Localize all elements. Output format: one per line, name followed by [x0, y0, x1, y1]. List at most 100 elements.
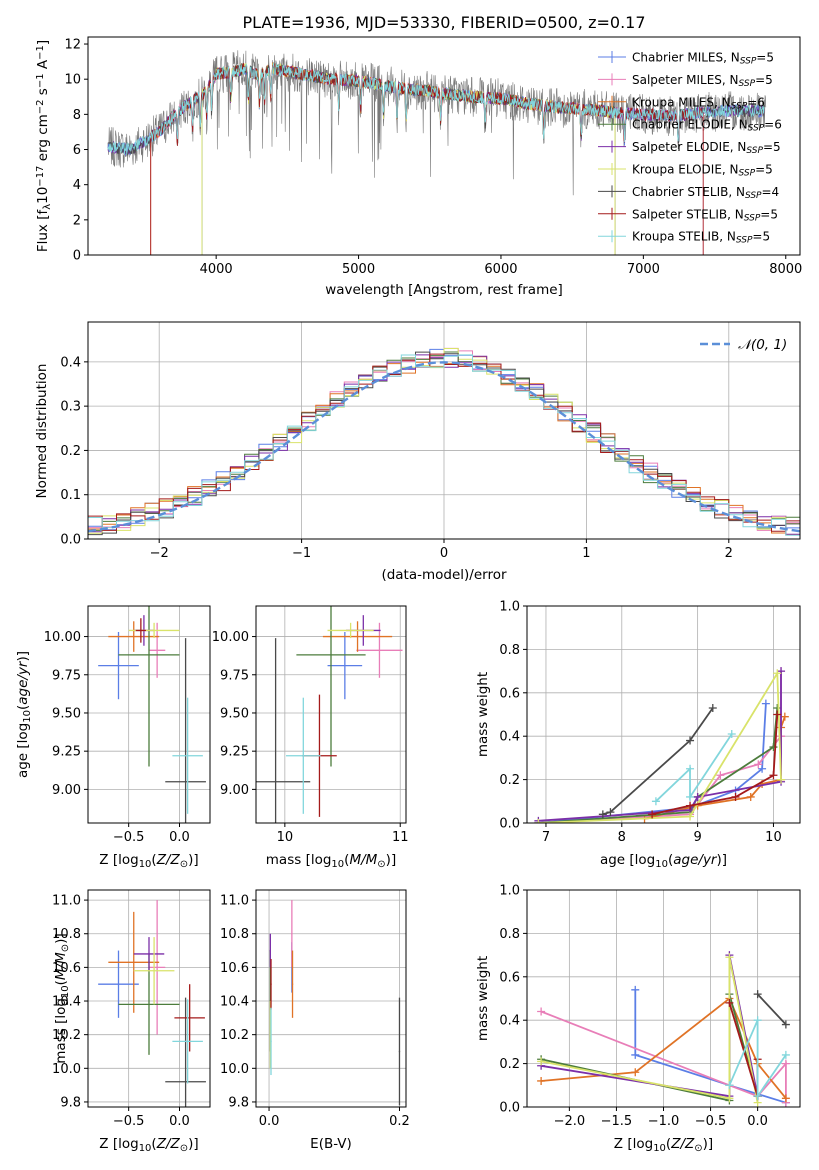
label-part: )] — [15, 651, 31, 662]
y-tick-label: 9.25 — [220, 745, 249, 760]
label-part: age [log — [600, 852, 655, 868]
legend-label: Salpeter ELODIE, NSSP=5 — [632, 140, 781, 156]
massweight-vs-Z-plot-area — [527, 890, 800, 1107]
massweight-point-kroupa-elodie — [537, 1057, 546, 1066]
label-part: ⊙ — [694, 1143, 702, 1154]
y-tick-label: 0.0 — [499, 1101, 520, 1116]
massweight-line-kroupa-stelib — [728, 1019, 787, 1100]
y-tick-label: 10.6 — [220, 961, 249, 976]
x-tick-label: −2.0 — [554, 1114, 586, 1129]
age-vs-Z-frame — [87, 605, 211, 824]
label-part: ( — [53, 980, 69, 985]
y-tick-label: 10.8 — [52, 927, 81, 942]
massweight-point-kroupa-stelib — [725, 1081, 734, 1090]
label-part: ( — [151, 852, 156, 868]
y-tick-label: 10 — [64, 73, 81, 88]
label-part: ⊙ — [377, 859, 385, 870]
massweight-point-kroupa-miles — [781, 1094, 790, 1103]
label-part: age [log — [15, 723, 31, 778]
label-part: −1 — [35, 45, 46, 60]
y-tick-label: 9.50 — [220, 706, 249, 721]
x-tick-label: 0.0 — [169, 830, 190, 845]
mass-vs-Z-plot-area — [88, 890, 210, 1107]
y-tick-label: 10.2 — [52, 1028, 81, 1043]
massweight-point-chabrier-stelib — [781, 1020, 790, 1029]
y-tick-label: 10.4 — [220, 995, 249, 1010]
massweight-point-salpeter-stelib — [686, 801, 695, 810]
legend-label: Kroupa ELODIE, NSSP=5 — [632, 163, 773, 179]
massweight-vs-age-x-label: age [log10(age/yr)] — [600, 852, 727, 870]
massweight-point-chabrier-stelib — [598, 810, 607, 819]
age-vs-mass-plot-area — [256, 606, 406, 823]
massweight-point-kroupa-stelib — [686, 792, 695, 801]
y-tick-label: 0.2 — [499, 1057, 520, 1072]
y-tick-label: 11.0 — [220, 894, 249, 909]
y-tick-label: 10.0 — [52, 1062, 81, 1077]
label-part: mass [log — [266, 852, 332, 868]
legend-label-main: Kroupa ELODIE, N — [632, 163, 739, 177]
legend-label-main: Kroupa STELIB, N — [632, 230, 736, 244]
massweight-point-kroupa-stelib — [753, 1092, 762, 1101]
age-vs-Z-y-label: age [log10(age/yr)] — [15, 651, 33, 778]
gaussian-curve — [88, 361, 800, 533]
legend-label-suffix: =6 — [764, 118, 782, 132]
y-tick-label: 1.0 — [499, 600, 520, 615]
x-tick-label: 4000 — [200, 262, 233, 277]
legend-label-suffix: =5 — [752, 230, 770, 244]
histogram-x-label: (data-model)/error — [381, 567, 507, 583]
x-tick-label: −2 — [150, 546, 169, 561]
y-tick-label: 10.0 — [220, 1062, 249, 1077]
massweight-point-kroupa-stelib — [727, 730, 736, 739]
y-tick-label: 10.2 — [220, 1028, 249, 1043]
massweight-vs-Z-panel: −2.0 −1.5 −1.0 −0.5 0.0 0.0 0.2 0.4 0.6 0.8 1.0 — [499, 884, 801, 1129]
massweight-point-salpeter-stelib — [773, 710, 782, 719]
label-part: )] — [703, 1136, 714, 1152]
legend-label: Salpeter STELIB, NSSP=5 — [632, 207, 778, 223]
massweight-point-salpeter-elodie — [693, 792, 702, 801]
label-part: Z/Z — [670, 1136, 695, 1152]
x-tick-label: −0.5 — [113, 1114, 145, 1129]
label-part: age/yr — [673, 852, 718, 868]
massweight-line-kroupa-elodie — [540, 957, 759, 1103]
label-part: )] — [188, 1136, 199, 1152]
residual-histogram-panel: −2 −1 0 1 2 0.0 0.1 0.2 0.3 0.4 — [60, 321, 801, 561]
label-part: Z/Z — [156, 1136, 181, 1152]
spectrum-data-line — [107, 50, 767, 196]
label-part: M/M — [349, 852, 377, 868]
residual-histogram-plot-area — [88, 322, 800, 539]
y-tick-label: 0.1 — [60, 488, 81, 503]
legend-label-main: Chabrier STELIB, N — [632, 185, 745, 199]
label-part: erg cm — [35, 114, 51, 165]
massweight-point-chabrier-miles — [758, 764, 767, 773]
y-tick-label: 0.2 — [60, 444, 81, 459]
label-part: 10 — [60, 985, 71, 998]
label-part: age/yr — [15, 660, 31, 705]
x-tick-label: 7000 — [627, 262, 660, 277]
y-tick-label: 9.00 — [52, 783, 81, 798]
massweight-point-kroupa-miles — [746, 792, 755, 801]
x-tick-label: −0.5 — [695, 1114, 727, 1129]
label-part: ⊙ — [180, 859, 188, 870]
legend-label-sub: SSP — [731, 102, 748, 112]
massweight-line-chabrier-elodie — [538, 707, 779, 823]
massweight-vs-Z-y-label: mass weight — [475, 956, 491, 1041]
mass-vs-Z-x-label: Z [log10(Z/Z⊙)] — [99, 1136, 198, 1154]
massweight-point-kroupa-elodie — [725, 953, 734, 962]
label-part: ( — [666, 1136, 671, 1152]
x-tick-label: 10 — [277, 830, 294, 845]
histogram-y-label: Normed distribution — [34, 364, 50, 499]
massweight-vs-age-frame — [526, 605, 801, 824]
y-tick-label: 0.4 — [499, 1014, 520, 1029]
label-part: 10 — [139, 859, 152, 870]
y-tick-label: 1.0 — [499, 884, 520, 899]
x-tick-label: 6000 — [484, 262, 517, 277]
massweight-line-chabrier-miles — [538, 703, 767, 823]
label-part: Z [log — [99, 852, 138, 868]
massweight-point-kroupa-stelib — [753, 1016, 762, 1025]
x-tick-label: 11 — [392, 830, 409, 845]
age-vs-mass-frame — [255, 605, 407, 824]
massweight-point-salpeter-miles — [754, 760, 763, 769]
y-tick-label: 8 — [73, 108, 81, 123]
legend-label: Chabrier MILES, NSSP=5 — [632, 51, 774, 67]
massweight-point-salpeter-stelib — [648, 810, 657, 819]
